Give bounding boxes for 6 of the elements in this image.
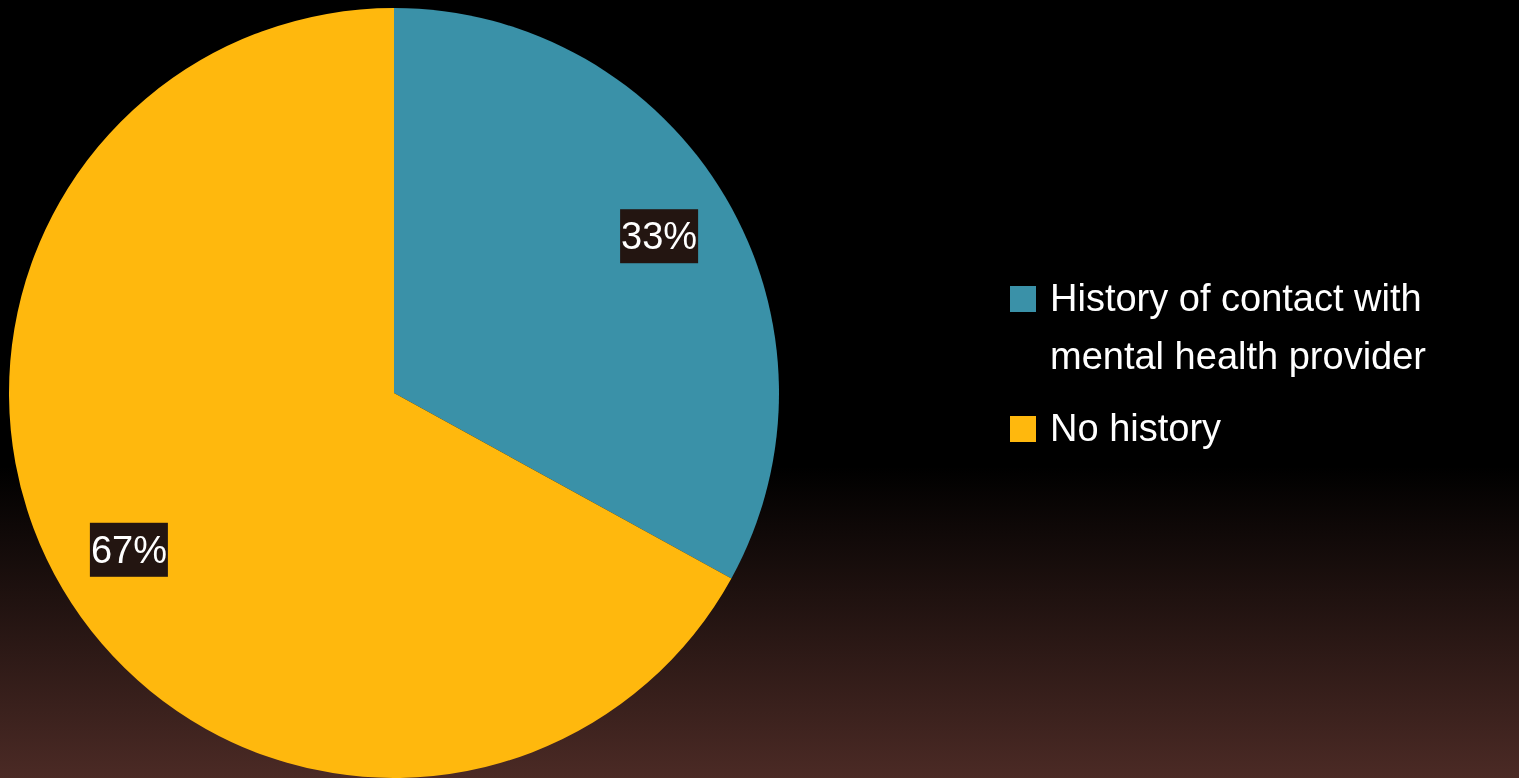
data-label: 67% xyxy=(90,528,167,571)
pie-slice xyxy=(394,8,779,579)
legend-label: No history xyxy=(1050,407,1222,449)
data-label: 33% xyxy=(621,215,698,258)
pie-slice xyxy=(9,8,732,778)
legend-label: History of contact with mental health provider xyxy=(1050,277,1427,377)
